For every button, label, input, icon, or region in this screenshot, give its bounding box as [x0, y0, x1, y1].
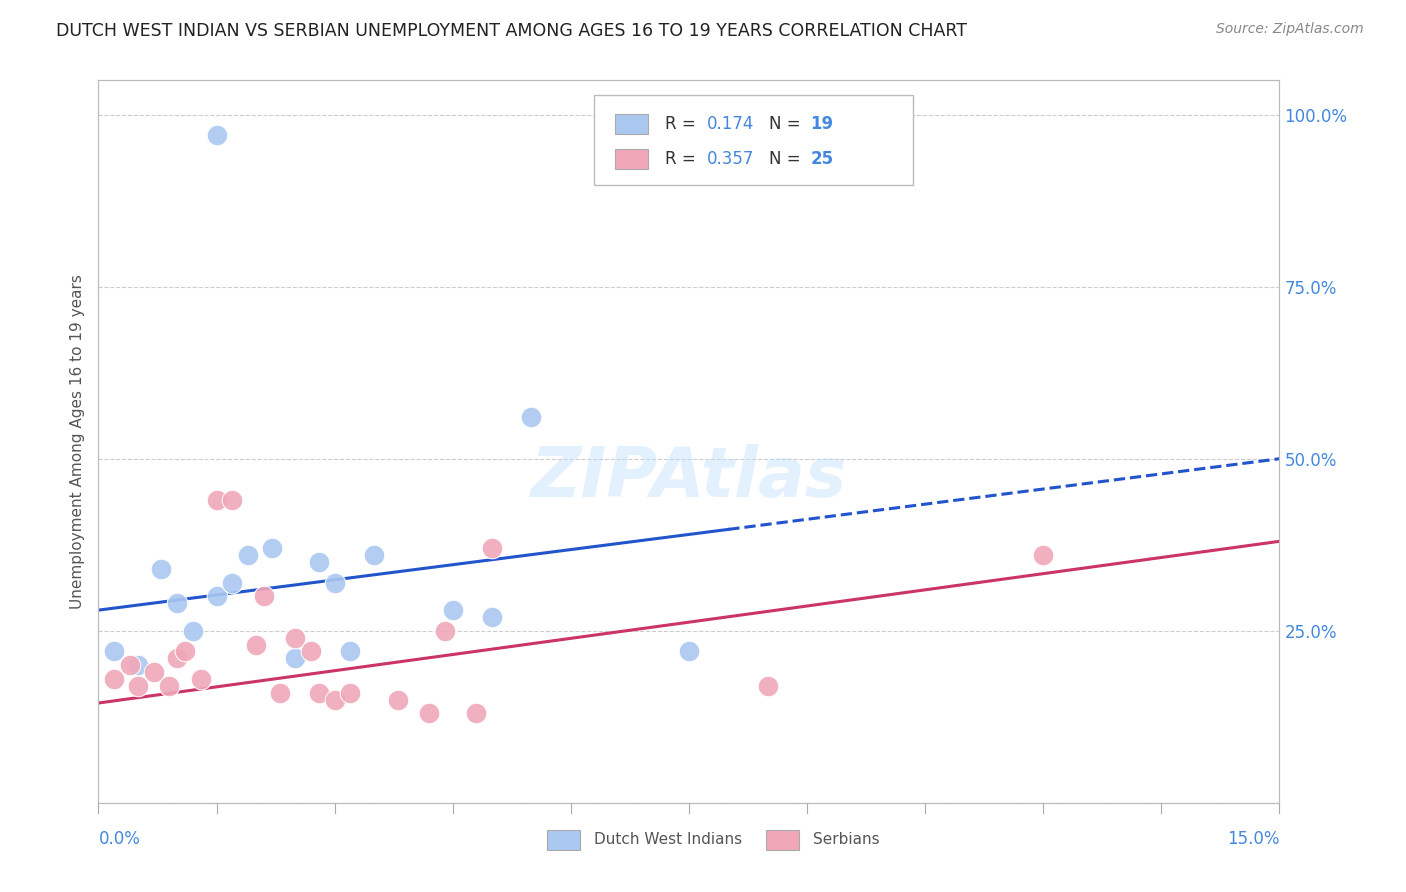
Point — [678, 644, 700, 658]
Point — [221, 493, 243, 508]
Point — [166, 651, 188, 665]
Point — [127, 658, 149, 673]
Point — [299, 644, 322, 658]
Point — [166, 596, 188, 610]
Point — [205, 128, 228, 143]
Point — [520, 410, 543, 425]
Point — [103, 644, 125, 658]
Point — [387, 692, 409, 706]
Text: Serbians: Serbians — [813, 832, 880, 847]
Point — [205, 493, 228, 508]
Point — [363, 548, 385, 562]
Point — [339, 644, 361, 658]
Text: 19: 19 — [811, 115, 834, 133]
Point — [339, 686, 361, 700]
Point — [190, 672, 212, 686]
Point — [253, 590, 276, 604]
Y-axis label: Unemployment Among Ages 16 to 19 years: Unemployment Among Ages 16 to 19 years — [69, 274, 84, 609]
FancyBboxPatch shape — [547, 830, 581, 850]
Point — [284, 631, 307, 645]
Point — [205, 590, 228, 604]
Point — [481, 541, 503, 556]
Point — [221, 575, 243, 590]
Text: Dutch West Indians: Dutch West Indians — [595, 832, 742, 847]
Point — [174, 644, 197, 658]
Point — [465, 706, 488, 721]
Point — [323, 692, 346, 706]
Point — [418, 706, 440, 721]
FancyBboxPatch shape — [614, 114, 648, 135]
FancyBboxPatch shape — [614, 149, 648, 169]
Point — [103, 672, 125, 686]
Point — [481, 610, 503, 624]
Point — [157, 679, 180, 693]
Point — [118, 658, 141, 673]
Point — [323, 575, 346, 590]
Text: N =: N = — [769, 115, 806, 133]
Point — [441, 603, 464, 617]
FancyBboxPatch shape — [595, 95, 914, 185]
Text: R =: R = — [665, 150, 702, 168]
Point — [127, 679, 149, 693]
Text: DUTCH WEST INDIAN VS SERBIAN UNEMPLOYMENT AMONG AGES 16 TO 19 YEARS CORRELATION : DUTCH WEST INDIAN VS SERBIAN UNEMPLOYMEN… — [56, 22, 967, 40]
Text: N =: N = — [769, 150, 806, 168]
Point — [269, 686, 291, 700]
Point — [150, 562, 173, 576]
Text: 25: 25 — [811, 150, 834, 168]
Text: R =: R = — [665, 115, 702, 133]
Point — [260, 541, 283, 556]
Text: ZIPAtlas: ZIPAtlas — [531, 444, 846, 511]
Point — [308, 555, 330, 569]
Point — [236, 548, 259, 562]
Text: 0.174: 0.174 — [707, 115, 754, 133]
Point — [142, 665, 165, 679]
Point — [181, 624, 204, 638]
Text: 15.0%: 15.0% — [1227, 830, 1279, 848]
Point — [1032, 548, 1054, 562]
Point — [308, 686, 330, 700]
Point — [433, 624, 456, 638]
Text: 0.0%: 0.0% — [98, 830, 141, 848]
Point — [756, 679, 779, 693]
Point — [284, 651, 307, 665]
FancyBboxPatch shape — [766, 830, 799, 850]
Point — [245, 638, 267, 652]
Text: Source: ZipAtlas.com: Source: ZipAtlas.com — [1216, 22, 1364, 37]
Text: 0.357: 0.357 — [707, 150, 754, 168]
